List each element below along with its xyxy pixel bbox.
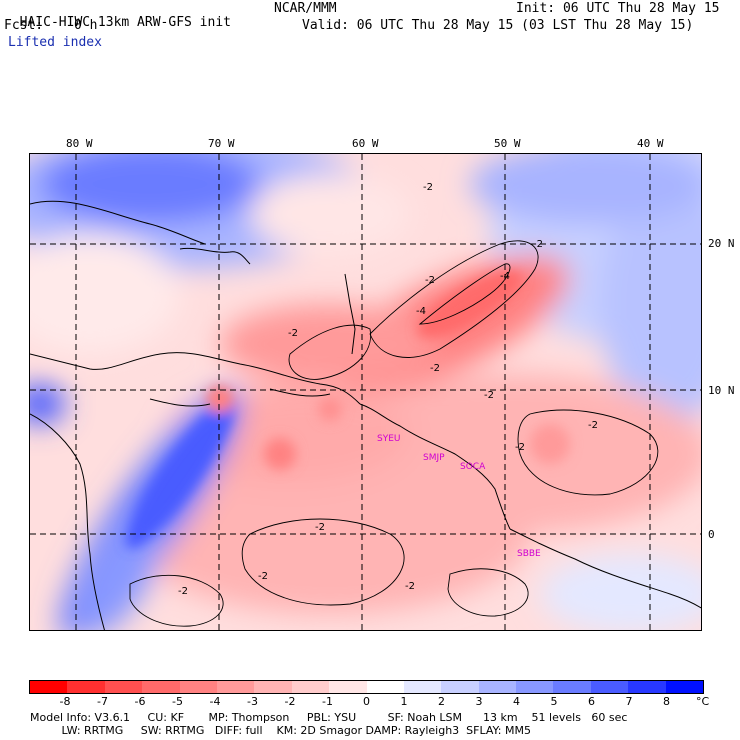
station-label: SMJP xyxy=(423,453,445,463)
svg-text:-2: -2 xyxy=(533,239,543,250)
valid-time: Valid: 06 UTC Thu 28 May 15 (03 LST Thu … xyxy=(302,18,694,33)
colorbar-segment xyxy=(366,681,404,693)
lon-tick: 60 W xyxy=(352,137,379,150)
lon-tick: 50 W xyxy=(494,137,521,150)
lon-tick: 40 W xyxy=(637,137,664,150)
colorbar-label: 0 xyxy=(363,695,370,708)
contours xyxy=(129,240,659,627)
colorbar-label: -4 xyxy=(209,695,221,708)
svg-text:-2: -2 xyxy=(425,275,435,286)
org-label: NCAR/MMM xyxy=(274,1,337,16)
colorbar-segment xyxy=(142,681,180,693)
colorbar-segment xyxy=(329,681,367,693)
colorbar-segment xyxy=(104,681,143,693)
lon-tick: 70 W xyxy=(208,137,235,150)
colorbar-segment xyxy=(216,681,255,693)
svg-text:-2: -2 xyxy=(484,390,494,401)
lat-lon-grid xyxy=(30,154,701,630)
svg-text:-2: -2 xyxy=(515,442,525,453)
colorbar-segment xyxy=(516,681,554,693)
colorbar-segment xyxy=(590,681,629,693)
colorbar-label: 5 xyxy=(550,695,558,708)
colorbar-segment xyxy=(179,681,217,693)
colorbar-segment xyxy=(254,681,292,693)
svg-text:-4: -4 xyxy=(500,271,510,282)
init-time: Init: 06 UTC Thu 28 May 15 xyxy=(516,1,720,16)
field-detail xyxy=(125,270,570,549)
lat-tick: 20 N xyxy=(708,237,735,250)
model-title-text: HAIC-HIWC 13km ARW-GFS init xyxy=(19,15,231,30)
colorbar-label: -2 xyxy=(284,695,296,708)
colorbar-label: 7 xyxy=(625,695,633,708)
colorbar-segment xyxy=(291,681,330,693)
lat-tick: 0 xyxy=(708,528,715,541)
svg-text:-2: -2 xyxy=(423,182,433,193)
colorbar-label: 3 xyxy=(475,695,483,708)
colorbar-label: 6 xyxy=(588,695,595,708)
colorbar-segment xyxy=(67,681,105,693)
colorbar-label: 8 xyxy=(663,695,670,708)
lifted-index-map: -2 -2 -4 -2 -4 -2 -2 -2 -2 -2 -2 -2 -2 -… xyxy=(29,153,702,631)
svg-text:-2: -2 xyxy=(315,522,325,533)
colorbar-segment xyxy=(30,681,68,693)
map-canvas: -2 -2 -4 -2 -4 -2 -2 -2 -2 -2 -2 -2 -2 -… xyxy=(30,154,701,630)
colorbar-label: -1 xyxy=(322,695,333,708)
field-name: Lifted index xyxy=(8,35,102,50)
station-label: SOCA xyxy=(460,462,486,472)
colorbar-label: -5 xyxy=(172,695,183,708)
colorbar-label: -8 xyxy=(59,695,71,708)
colorbar-label: -7 xyxy=(97,695,108,708)
forecast-label: Fcst: xyxy=(4,18,44,33)
colorbar-segment xyxy=(665,681,704,693)
colorbar-label: 4 xyxy=(513,695,520,708)
colorbar-unit: °C xyxy=(696,695,710,708)
model-title: HAIC-HIWC 13km ARW-GFS init xyxy=(4,2,231,30)
model-info-line1: Model Info: V3.6.1 CU: KF MP: Thompson P… xyxy=(30,711,628,724)
svg-text:-2: -2 xyxy=(588,420,598,431)
colorbar-label: -6 xyxy=(134,695,146,708)
svg-text:-4: -4 xyxy=(416,306,426,317)
lon-tick: 80 W xyxy=(66,137,93,150)
svg-text:-2: -2 xyxy=(178,586,188,597)
lat-tick: 10 N xyxy=(708,384,735,397)
colorbar-segment xyxy=(553,681,591,693)
coastlines xyxy=(30,200,701,630)
svg-text:-2: -2 xyxy=(405,581,415,592)
model-info-line2: LW: RRTMG SW: RRTMG DIFF: full KM: 2D Sm… xyxy=(30,724,531,737)
colorbar-label: 2 xyxy=(438,695,445,708)
forecast-hour: 0 h xyxy=(74,18,98,33)
colorbar-segment xyxy=(441,681,479,693)
colorbar-segment xyxy=(628,681,666,693)
svg-text:-2: -2 xyxy=(258,571,268,582)
colorbar-segment xyxy=(403,681,442,693)
colorbar-label: -3 xyxy=(247,695,258,708)
colorbar-label: 1 xyxy=(400,695,408,708)
station-label: SYEU xyxy=(377,434,400,444)
station-label: SBBE xyxy=(517,549,541,559)
svg-text:-2: -2 xyxy=(288,328,298,339)
colorbar-segment xyxy=(478,681,517,693)
contour-labels: -2 -2 -4 -2 -4 -2 -2 -2 -2 -2 -2 -2 -2 -… xyxy=(178,182,598,597)
svg-text:-2: -2 xyxy=(430,363,440,374)
colorbar xyxy=(29,680,704,694)
